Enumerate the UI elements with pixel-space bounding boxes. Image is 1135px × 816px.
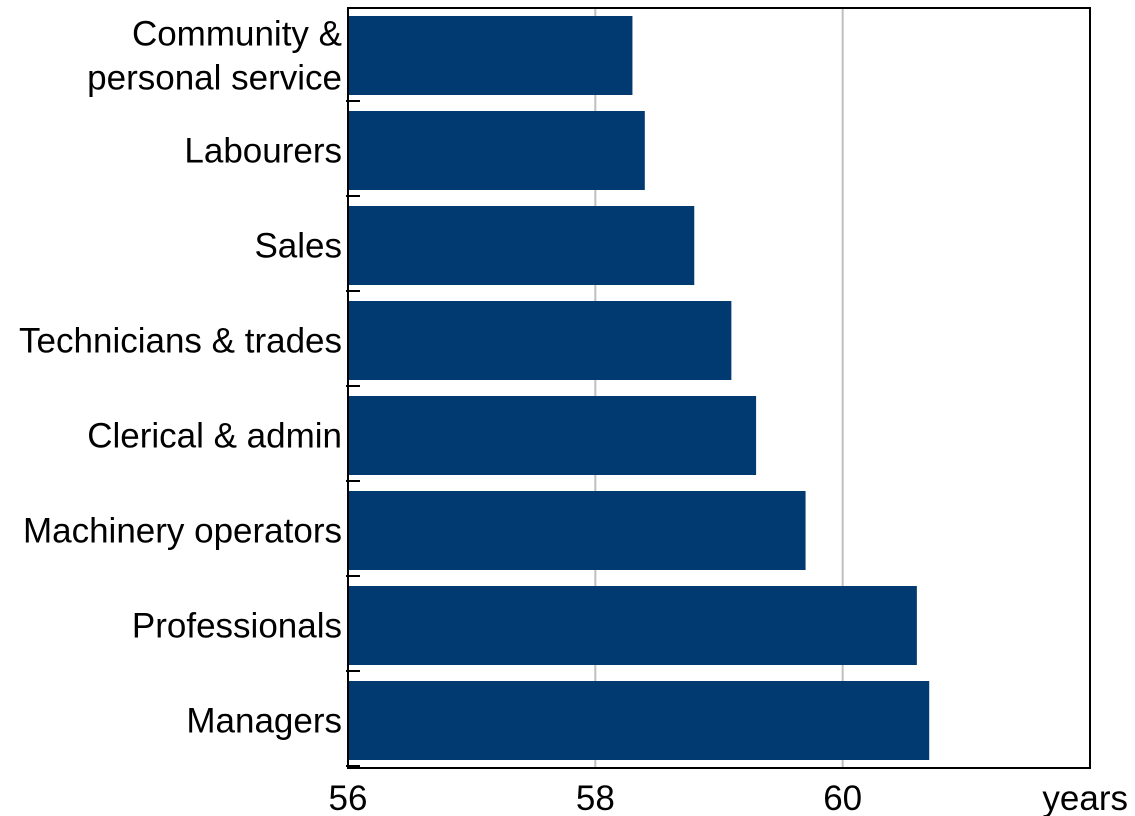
- category-label-2: Sales: [254, 227, 342, 266]
- category-label-line: Clerical & admin: [87, 417, 342, 456]
- category-label-line: Technicians & trades: [19, 322, 342, 361]
- category-label-line: Managers: [186, 702, 342, 741]
- category-label-line: Labourers: [184, 132, 342, 171]
- category-label-6: Professionals: [132, 607, 342, 646]
- bar-1: [348, 111, 645, 190]
- x-axis-unit-label: years: [1042, 779, 1128, 816]
- bar-2: [348, 206, 695, 285]
- category-label-line: Sales: [254, 227, 342, 266]
- bar-7: [348, 681, 930, 760]
- category-label-4: Clerical & admin: [87, 417, 342, 456]
- category-label-1: Labourers: [184, 132, 342, 171]
- category-labels: Community & personal service Labourers Sale…: [19, 15, 342, 741]
- category-label-line: Professionals: [132, 607, 342, 646]
- bar-6: [348, 586, 917, 665]
- x-axis-tick-labels: 56 58 60: [329, 779, 863, 816]
- x-tick-label-58: 58: [576, 779, 615, 816]
- category-label-line: personal service: [87, 59, 342, 98]
- bars: [348, 16, 930, 760]
- bar-5: [348, 491, 806, 570]
- category-label-line: Machinery operators: [23, 512, 342, 551]
- y-axis-ticks: [346, 100, 360, 767]
- category-label-0: Community & personal service: [87, 15, 342, 98]
- plot-area-frame: [347, 7, 1091, 769]
- category-label-3: Technicians & trades: [19, 322, 342, 361]
- bar-4: [348, 396, 757, 475]
- bar-0: [348, 16, 633, 95]
- category-label-7: Managers: [186, 702, 342, 741]
- category-label-line: Community &: [132, 15, 342, 54]
- category-label-5: Machinery operators: [23, 512, 342, 551]
- x-tick-label-60: 60: [823, 779, 862, 816]
- x-tick-label-56: 56: [329, 779, 368, 816]
- bar-3: [348, 301, 732, 380]
